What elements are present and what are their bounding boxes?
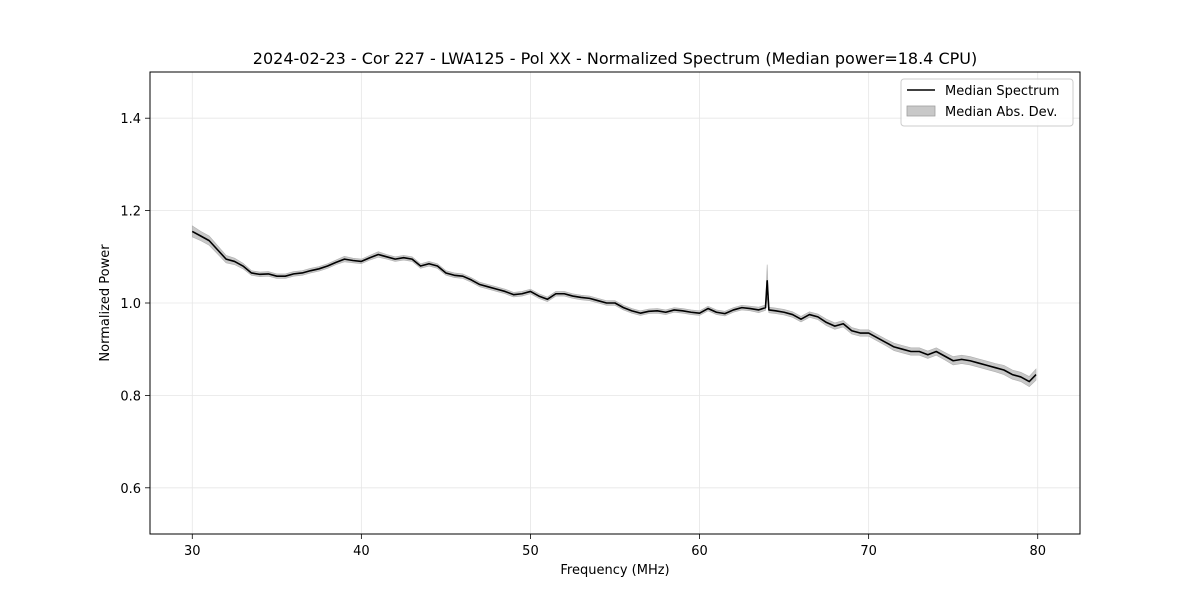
x-tick-label: 50 [522,544,539,559]
legend-band-swatch [906,105,936,117]
median-line-layer [191,230,1037,383]
legend-label-mad: Median Abs. Dev. [945,105,1057,120]
x-axis-label: Frequency (MHz) [560,563,669,578]
x-tick-label: 80 [1029,544,1046,559]
x-tick-label: 40 [353,544,370,559]
y-tick-label: 1.0 [120,297,141,312]
legend-box [900,78,1074,127]
chart-title: 2024-02-23 - Cor 227 - LWA125 - Pol XX -… [253,49,977,68]
x-tick-label: 70 [860,544,877,559]
y-tick-label: 0.8 [120,389,141,404]
median-spectrum-line [191,230,1037,383]
mad-band-layer [191,225,1037,387]
y-tick-label: 1.4 [120,112,141,127]
y-axis-label: Normalized Power [98,244,113,362]
x-tick-label: 30 [184,544,201,559]
median-abs-dev-band [191,225,1037,387]
y-tick-label: 1.2 [120,205,141,220]
legend: Median Spectrum Median Abs. Dev. [900,78,1074,127]
x-tick-label: 60 [691,544,708,559]
ticks: 30 40 50 60 70 80 0.6 0.8 1.0 1.2 1.4 [120,112,1046,559]
legend-label-median: Median Spectrum [945,84,1059,99]
y-tick-label: 0.6 [120,482,141,497]
